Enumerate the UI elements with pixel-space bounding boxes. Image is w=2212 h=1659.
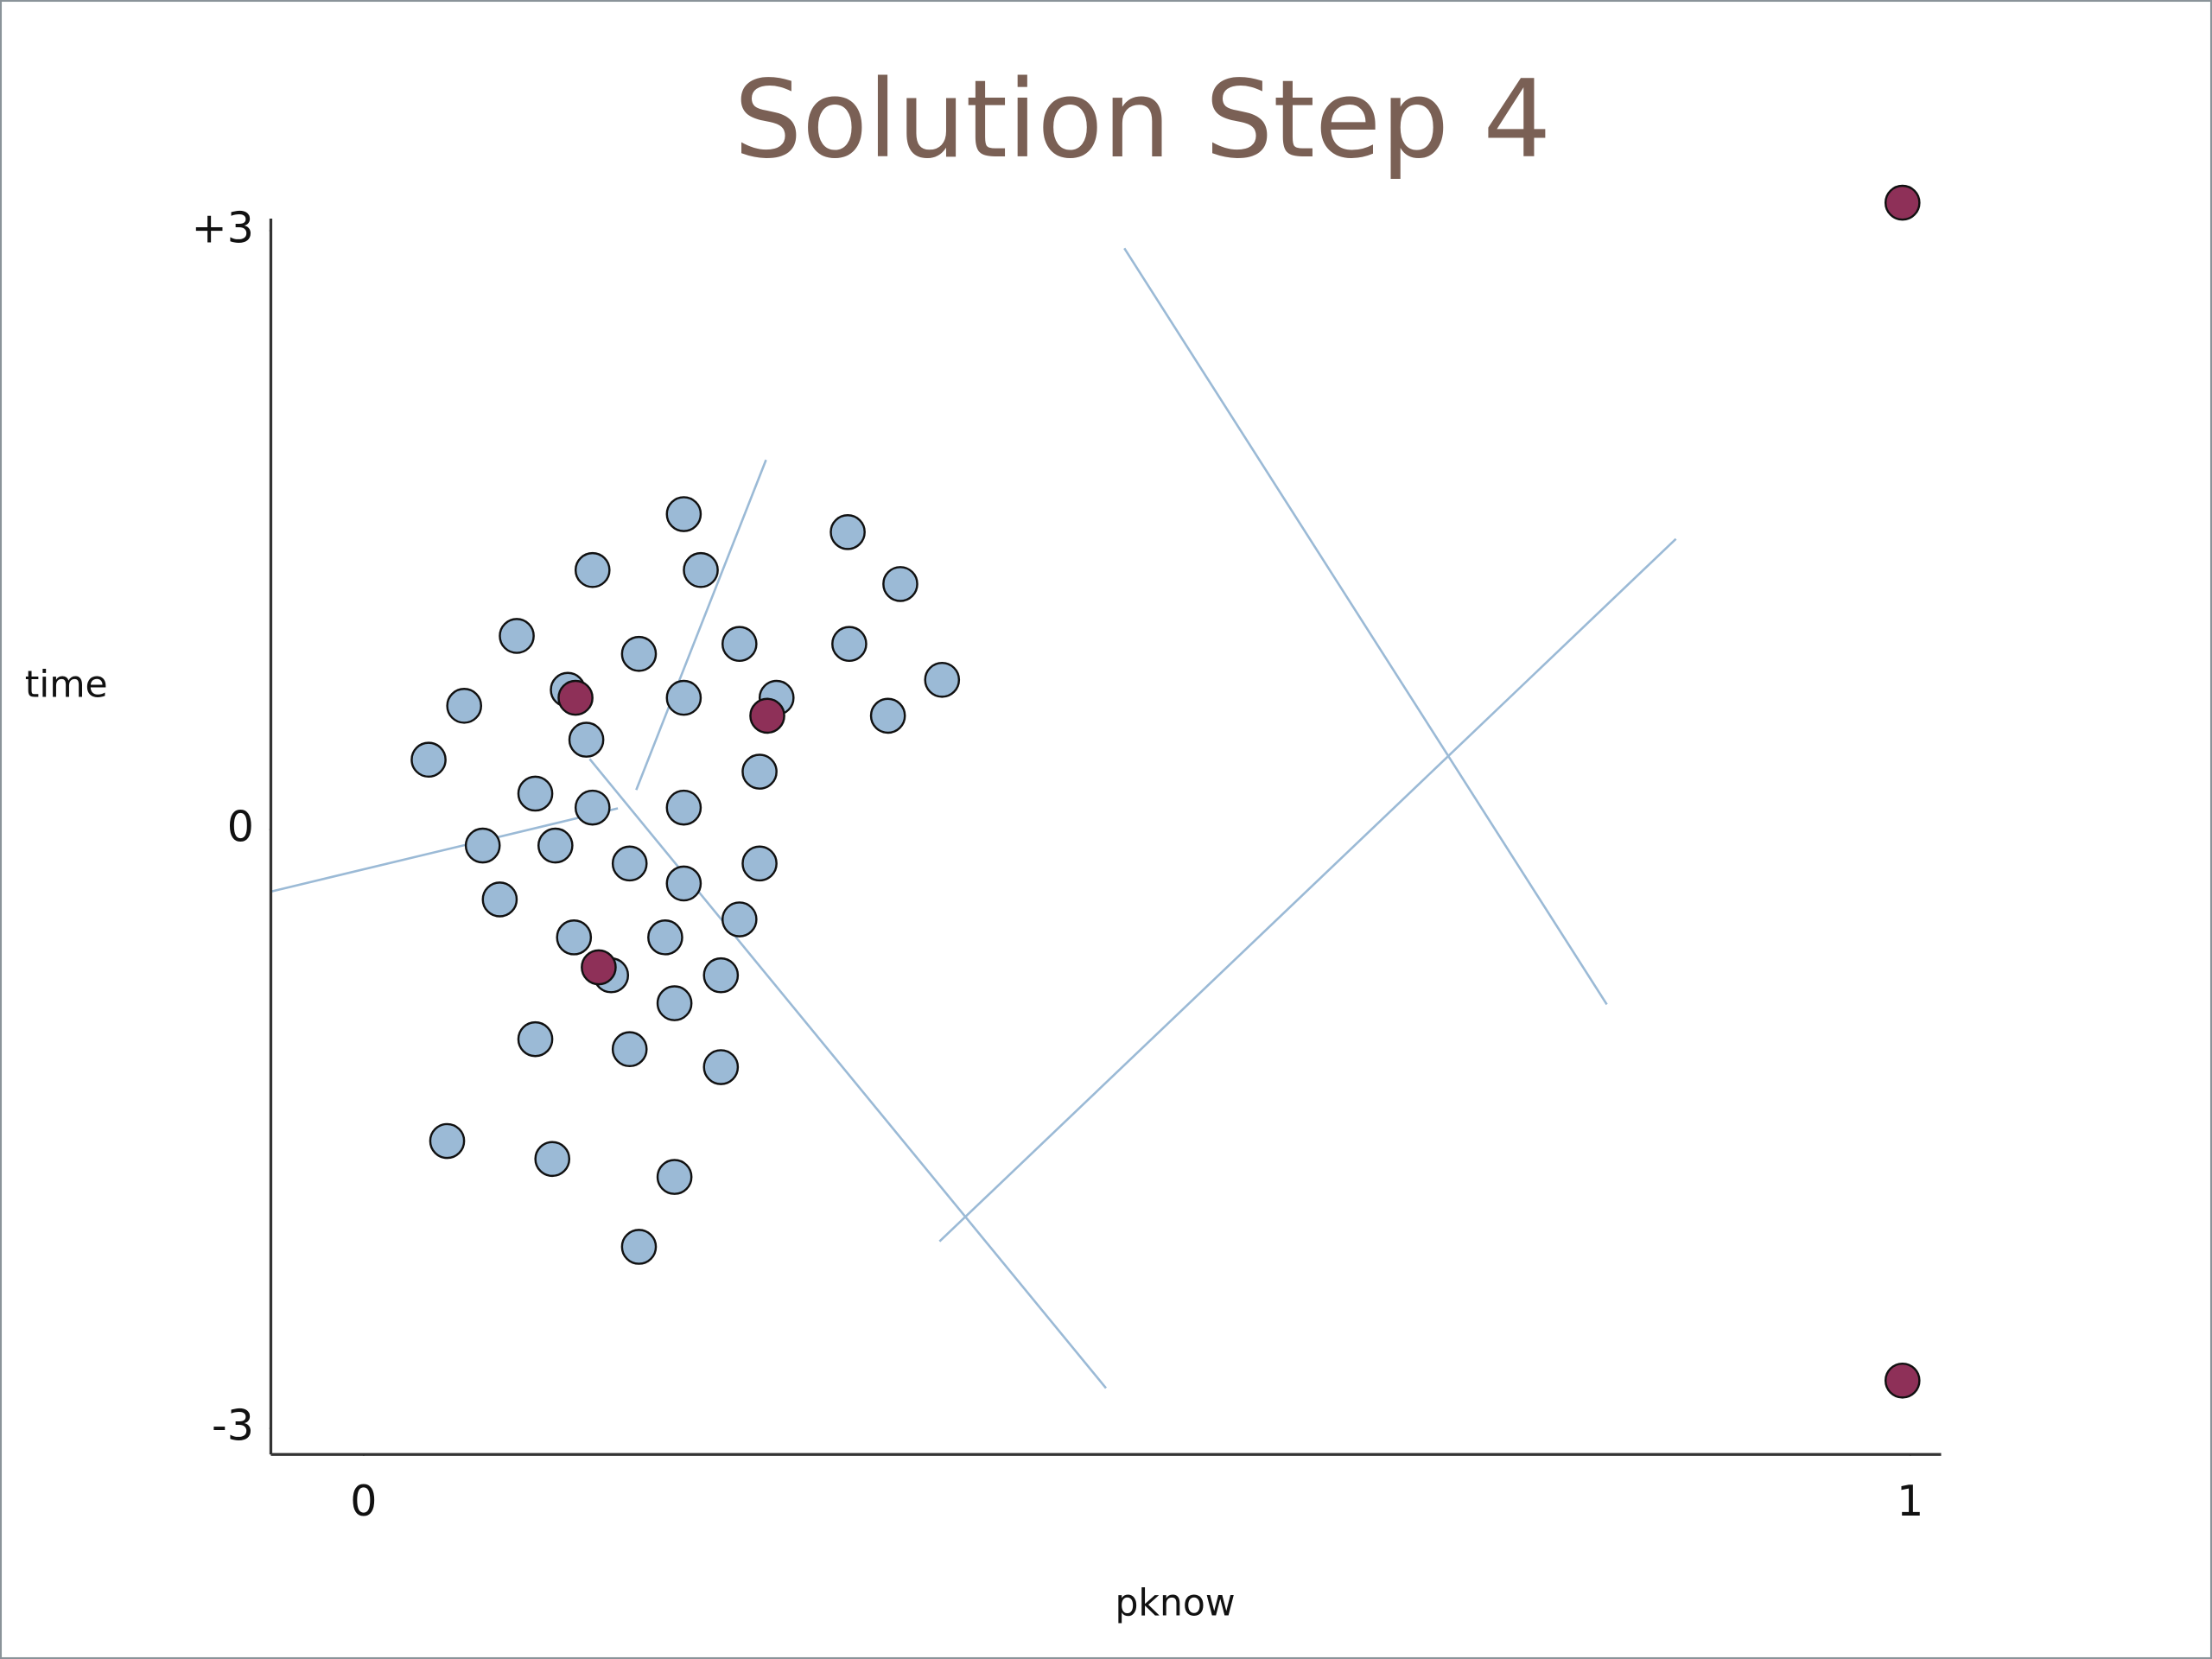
point: [702, 957, 740, 994]
boundaries: [270, 247, 1677, 1389]
point: [574, 551, 611, 588]
point: [683, 551, 719, 588]
point: [537, 827, 574, 864]
point: [429, 1122, 466, 1160]
point: [620, 635, 658, 672]
point: [741, 753, 778, 790]
point: [464, 827, 501, 864]
point: [517, 1020, 554, 1058]
boundary-line: [270, 807, 619, 893]
boundary-line: [1123, 247, 1608, 1006]
point: [741, 845, 778, 882]
point: [1884, 184, 1921, 221]
point: [568, 721, 605, 758]
point: [830, 513, 866, 550]
y-tick-label: +3: [192, 203, 254, 252]
y-tick-label: 0: [227, 803, 254, 852]
point: [446, 688, 483, 724]
boundary-line: [635, 459, 767, 791]
point: [869, 697, 906, 734]
boundary-line: [588, 758, 1108, 1389]
point: [831, 626, 868, 663]
point: [749, 697, 785, 734]
y-tick-label: -3: [212, 1402, 254, 1451]
point: [924, 661, 961, 698]
point: [665, 865, 702, 902]
y-axis-label: time: [25, 664, 108, 707]
chart-title: Solution Step 4: [734, 58, 1552, 182]
point: [665, 789, 702, 826]
point: [721, 901, 758, 938]
point: [534, 1141, 571, 1178]
point: [620, 1229, 658, 1265]
point: [665, 496, 702, 532]
point: [1884, 1362, 1921, 1399]
point: [557, 679, 594, 716]
point: [410, 741, 447, 779]
point: [702, 1049, 740, 1085]
point: [611, 1031, 648, 1068]
x-tick-label: 1: [1897, 1477, 1923, 1526]
point: [581, 949, 617, 986]
point: [656, 1159, 693, 1195]
boundary-line: [938, 537, 1677, 1243]
point: [481, 881, 518, 918]
point: [721, 626, 758, 663]
point: [556, 919, 593, 956]
point: [517, 775, 554, 812]
point: [647, 919, 683, 956]
point: [665, 679, 702, 716]
point: [499, 618, 535, 654]
point: [882, 566, 918, 602]
point: [656, 985, 693, 1021]
point: [611, 845, 648, 882]
x-tick-label: 0: [350, 1477, 377, 1526]
point: [574, 789, 611, 826]
x-axis-label: pknow: [1115, 1582, 1235, 1624]
